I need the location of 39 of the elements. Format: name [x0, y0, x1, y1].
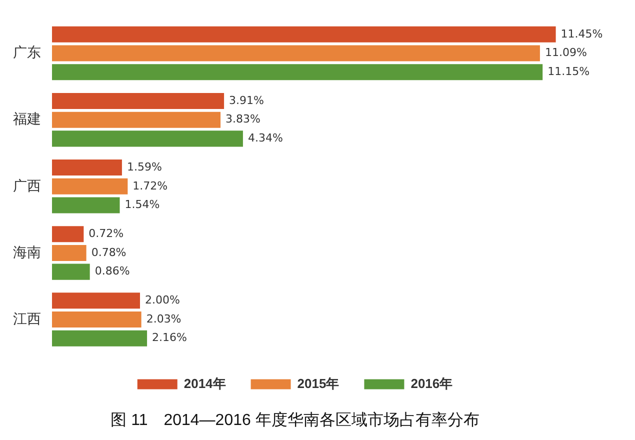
bar [52, 130, 243, 147]
bar [52, 226, 84, 242]
y-tick-label: 广东 [13, 44, 41, 60]
bar [52, 197, 120, 214]
data-label: 11.09% [544, 46, 587, 60]
data-label: 2.03% [146, 312, 182, 326]
y-tick-label: 江西 [13, 310, 41, 326]
y-tick-label: 广西 [13, 177, 41, 194]
bar [52, 330, 148, 346]
bar [52, 112, 221, 128]
y-tick-label: 海南 [13, 244, 41, 260]
data-label: 3.83% [226, 112, 260, 126]
bar [52, 45, 540, 62]
legend-label: 2014年 [184, 376, 226, 391]
legend-label: 2016年 [410, 376, 453, 391]
data-label: 1.59% [126, 160, 162, 174]
data-label: 2.00% [145, 294, 180, 307]
y-tick-label: 福建 [13, 110, 41, 127]
legend-label: 2015年 [297, 376, 340, 391]
data-label: 0.86% [94, 264, 130, 278]
bar [52, 292, 140, 309]
data-label: 1.72% [132, 179, 168, 192]
bar [52, 312, 142, 328]
bar [52, 26, 556, 42]
bar [52, 264, 90, 280]
data-label: 0.78% [91, 246, 126, 259]
bar [52, 92, 224, 109]
text: 图 11 2014—2016 年度华南各区域市场占有率分布 [110, 410, 480, 429]
bar [52, 64, 543, 80]
data-label: 11.45% [560, 27, 603, 40]
bar [52, 244, 86, 261]
data-label: 2.16% [152, 331, 187, 344]
data-label: 3.91% [229, 94, 264, 107]
data-label: 0.72% [88, 226, 124, 240]
bar [52, 160, 122, 176]
data-label: 4.34% [248, 132, 283, 145]
data-label: 1.54% [124, 198, 160, 212]
bar [52, 178, 128, 194]
data-label: 11.15% [548, 65, 590, 78]
